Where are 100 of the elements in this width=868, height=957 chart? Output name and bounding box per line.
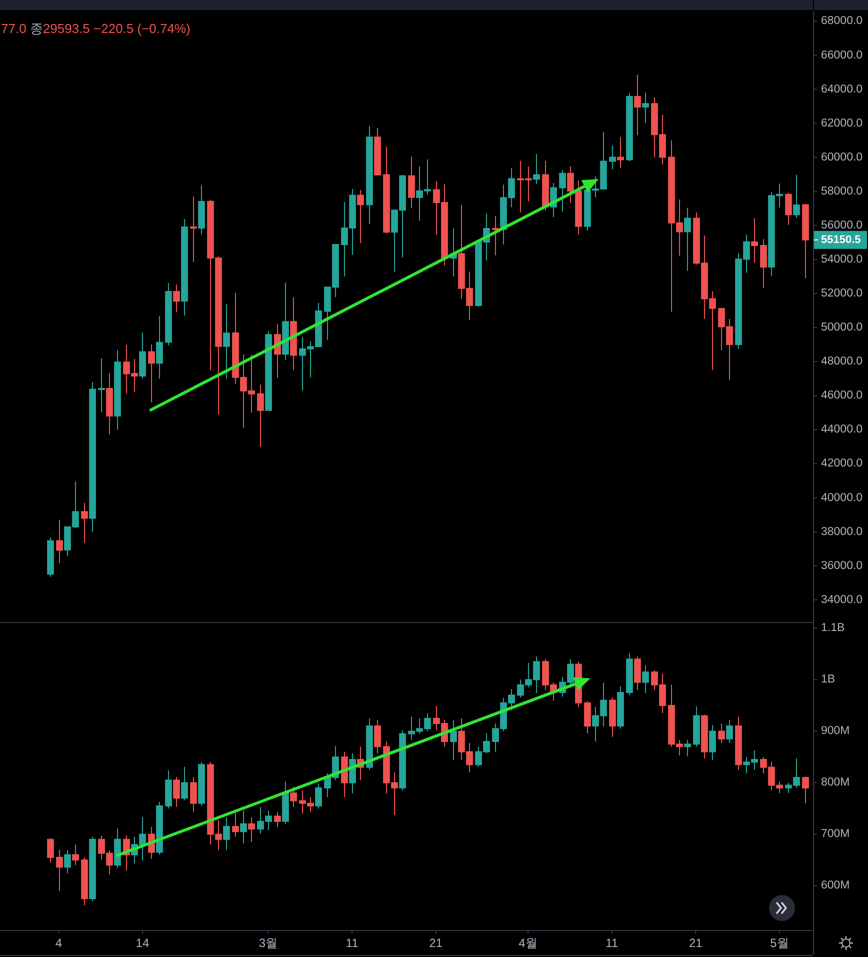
y-tick-label: 48000.0 (821, 356, 863, 368)
y-tick-label: 800M (821, 776, 850, 789)
candlestick (383, 146, 390, 234)
candlestick (626, 652, 633, 696)
y-tick-label: 34000.0 (821, 594, 863, 606)
candlestick (760, 238, 767, 288)
y-tick-label: 62000.0 (821, 117, 863, 130)
candlestick (98, 358, 105, 413)
candlestick (492, 215, 499, 256)
candlestick (567, 166, 574, 204)
candlestick (366, 125, 373, 225)
annotation: 77.0 종29593.5 −220.5 (−0.74%) (1, 20, 190, 36)
candlestick (290, 296, 297, 371)
candlestick (533, 153, 540, 185)
x-tick-label: 11 (346, 936, 359, 950)
candlestick (450, 719, 457, 761)
candlestick (559, 170, 566, 212)
candlestick (139, 332, 146, 379)
candlestick (751, 218, 758, 264)
y-tick-label: 36000.0 (821, 560, 863, 572)
y-tick-label: 900M (821, 725, 850, 738)
candlestick (617, 686, 624, 730)
candlestick (165, 282, 172, 346)
candlestick (802, 776, 809, 804)
x-tick-label: 21 (688, 936, 703, 950)
candlestick (56, 519, 63, 564)
candlestick (240, 810, 247, 844)
candlestick (165, 770, 172, 809)
x-tick-label: 4월 (518, 936, 538, 950)
y-tick-label: 700M (821, 828, 850, 840)
candlestick (609, 697, 616, 738)
candlestick (274, 812, 281, 828)
candlestick (374, 128, 381, 176)
candlestick (198, 762, 205, 806)
candlestick (190, 196, 197, 262)
candlestick (709, 724, 716, 761)
candlestick (785, 192, 792, 226)
candlestick (290, 786, 297, 808)
candlestick (173, 284, 180, 313)
y-tick-label: 40000.0 (821, 492, 863, 504)
candlestick (64, 850, 71, 874)
candlestick (634, 656, 641, 690)
y-tick-label: 38000.0 (821, 526, 863, 538)
candlestick (408, 156, 415, 209)
candlestick (584, 700, 591, 734)
candlestick (684, 739, 691, 757)
text: 55150.5 (821, 234, 861, 246)
candlestick (47, 537, 54, 578)
candlestick (72, 844, 79, 866)
candlestick (81, 856, 88, 906)
candlestick (156, 801, 163, 856)
x-tick-label: 5월 (770, 936, 789, 950)
candlestick (374, 719, 381, 754)
candlestick (718, 722, 725, 744)
y-tick-label: 50000.0 (821, 322, 863, 334)
x-tick-label: 21 (429, 936, 443, 950)
candlestick (617, 136, 624, 169)
candlestick (81, 502, 88, 544)
candlestick (148, 344, 155, 403)
candlestick (181, 766, 188, 801)
candlestick (726, 719, 733, 744)
candlestick (575, 180, 582, 235)
x-tick-label: 4 (55, 936, 62, 950)
candlestick (282, 282, 289, 360)
candlestick (114, 828, 121, 868)
x-tick-label: 14 (136, 936, 150, 950)
candlestick (198, 184, 205, 235)
y-tick-label: 1.1B (821, 622, 845, 634)
candlestick (793, 174, 800, 219)
candlestick (223, 816, 230, 851)
candlestick (626, 92, 633, 162)
y-tick-label: 58000.0 (821, 185, 863, 198)
candlestick (609, 144, 616, 170)
y-tick-label: 54000.0 (821, 253, 863, 266)
candlestick (56, 849, 63, 892)
candlestick (265, 330, 272, 412)
y-tick-label: 60000.0 (821, 151, 863, 164)
candlestick (634, 74, 641, 136)
candlestick (114, 350, 121, 430)
y-tick-label: 68000.0 (821, 15, 863, 28)
candlestick (366, 718, 373, 770)
candlestick (89, 836, 96, 902)
candlestick (642, 92, 649, 124)
candlestick (89, 382, 96, 532)
y-tick-label: 64000.0 (821, 83, 863, 96)
candlestick (357, 190, 364, 244)
y-tick-label: 52000.0 (821, 288, 863, 300)
candlestick (173, 776, 180, 808)
candlestick (156, 315, 163, 380)
x-tick-label: 11 (606, 936, 618, 950)
y-tick-label: 600M (821, 880, 850, 892)
candlestick (257, 384, 264, 448)
candlestick (684, 207, 691, 272)
candlestick (642, 664, 649, 694)
y-tick-label: 1B (821, 674, 836, 686)
candlestick (282, 781, 289, 824)
candlestick (542, 160, 549, 211)
candlestick (399, 730, 406, 791)
candlestick (248, 816, 255, 842)
candlestick (181, 218, 188, 316)
